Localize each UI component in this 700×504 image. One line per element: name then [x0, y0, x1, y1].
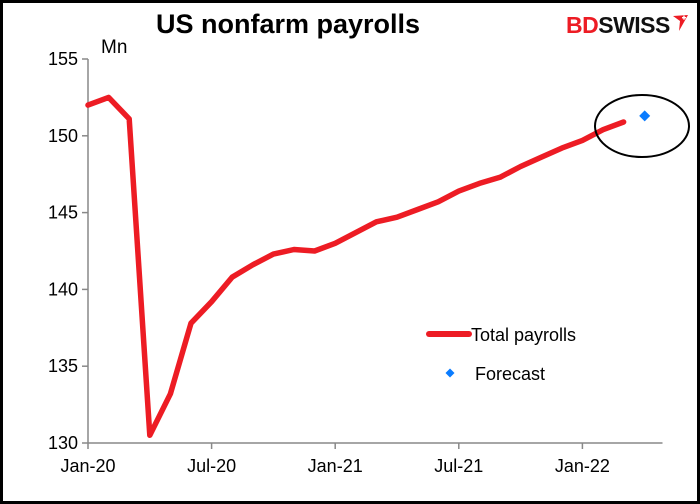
- x-tick-label: Jan-22: [555, 456, 610, 476]
- y-tick-label: 140: [48, 279, 78, 299]
- y-tick-label: 150: [48, 126, 78, 146]
- y-tick-label: 130: [48, 433, 78, 453]
- y-tick-label: 145: [48, 203, 78, 223]
- y-axis-unit-label: Mn: [101, 37, 128, 58]
- chart-title: US nonfarm payrolls: [155, 9, 421, 39]
- x-tick-label: Jul-21: [434, 456, 483, 476]
- legend-label-forecast: Forecast: [475, 364, 545, 384]
- forecast-marker: [639, 110, 651, 122]
- brand-logo: BDSWISS: [566, 12, 689, 39]
- y-tick-label: 135: [48, 356, 78, 376]
- legend-label-total-payrolls: Total payrolls: [471, 325, 576, 345]
- logo-part-swiss: SWISS: [598, 12, 670, 38]
- logo-part-bd: BD: [566, 12, 599, 38]
- y-tick-label: 155: [48, 49, 78, 69]
- legend-diamond-icon: [445, 368, 455, 378]
- highlight-ellipse: [594, 94, 690, 158]
- total-payrolls-line: [85, 94, 627, 439]
- plot-area: 130 135 140 145 150 155 Jan-20 Jul-20 Jan-21 Jul-…: [48, 49, 690, 476]
- x-tick-label: Jul-20: [187, 456, 236, 476]
- x-tick-label: Jan-21: [308, 456, 363, 476]
- swiss-cross-flag-icon: [672, 15, 688, 31]
- x-tick-label: Jan-20: [60, 456, 115, 476]
